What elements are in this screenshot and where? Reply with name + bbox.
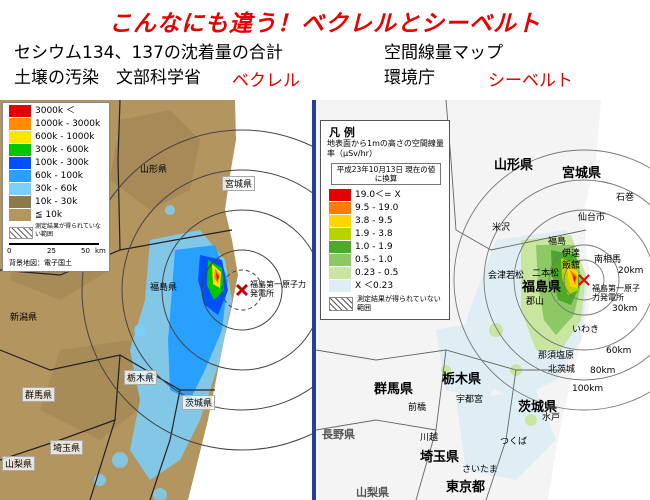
label-ibaraki-right: 茨城県 [518, 400, 558, 415]
legend-label: 600k - 1000k [35, 132, 95, 142]
label-saitama-left: 埼玉県 [50, 440, 84, 455]
page-title: こんなにも違う！ベクレルとシーベルト [109, 11, 541, 37]
label-miyagi-right: 宮城県 [562, 166, 602, 181]
legend-desc: 地表面から1mの高さの空間線量率（µSv/hr） [327, 139, 444, 158]
label-nihonmatsu: 二本松 [532, 269, 560, 279]
label-yamanashi-left: 山梨県 [2, 456, 36, 471]
legend-label: 60k - 100k [35, 171, 84, 181]
legend-label: 3.8 - 9.5 [355, 216, 393, 226]
legend-label: 10k - 30k [35, 197, 78, 207]
label-koriyama: 郡山 [526, 297, 545, 307]
air-dose-map: 凡 例 地表面から1mの高さの空間線量率（µSv/hr） 平成23年10月13日… [316, 100, 650, 500]
legend-title: 凡 例 [329, 126, 355, 139]
hatch-note-right: 測定結果が得られていない範囲 [357, 295, 441, 312]
label-kawagoe: 川越 [420, 433, 439, 443]
label-saitama-city: さいたま [462, 465, 498, 475]
label-niigata-left: 新潟県 [10, 313, 38, 323]
label-plant-left: 福島第一原子力発電所 [250, 280, 306, 298]
label-iitate: 飯舘 [562, 261, 581, 271]
hatch-note-left: 測定結果が得られていない範囲 [35, 223, 101, 238]
label-iwaki: いわき [572, 325, 600, 335]
legend-label: 9.5 - 19.0 [355, 203, 399, 213]
basemap-note: 背景地図：電子国土 [9, 259, 72, 267]
left-unit-label: ベクレル [232, 71, 300, 91]
label-fukushima-city: 福島 [548, 237, 567, 247]
panel-divider [312, 100, 316, 500]
left-map-drawing [0, 100, 312, 500]
label-ishinomaki: 石巻 [616, 193, 635, 203]
label-yamanashi-right: 山梨県 [356, 486, 389, 499]
label-nagano-right: 長野県 [322, 428, 355, 441]
hatch-swatch-left [9, 227, 33, 239]
legend-label: 3000k ＜ [35, 106, 75, 116]
label-tochigi-left: 栃木県 [124, 370, 158, 385]
label-yonezawa: 米沢 [492, 223, 511, 233]
hatch-swatch-right [329, 297, 353, 311]
right-legend: 凡 例 地表面から1mの高さの空間線量率（µSv/hr） 平成23年10月13日… [320, 120, 450, 320]
label-yamagata-right: 山形県 [494, 158, 534, 173]
label-maebashi: 前橋 [408, 403, 427, 413]
label-sendai: 仙台市 [578, 213, 606, 223]
plant-marker-right [578, 274, 590, 286]
legend-label: 1000k - 3000k [35, 119, 101, 129]
plant-marker-left [235, 283, 249, 297]
label-fukushima-right: 福島県 [522, 280, 562, 295]
label-gunma-left: 群馬県 [22, 387, 56, 402]
label-miyagi-left: 宮城県 [222, 176, 256, 191]
legend-label: 19.0＜= X [355, 190, 401, 200]
legend-label: km [95, 247, 106, 255]
legend-label: 300k - 600k [35, 145, 89, 155]
ring-label-100: 100km [572, 384, 604, 394]
legend-label: X ＜0.23 [355, 281, 394, 291]
ring-label-20: 20km [618, 266, 644, 276]
label-ibaraki-left: 茨城県 [182, 395, 216, 410]
legend-label: ≦ 10k [35, 210, 63, 220]
legend-label: 1.0 - 1.9 [355, 242, 393, 252]
label-aizu: 会津若松 [488, 271, 525, 281]
legend-label: 0 [7, 247, 12, 255]
label-gunma-right: 群馬県 [374, 382, 414, 397]
scale-bar [9, 243, 99, 245]
sea-area [188, 100, 312, 500]
right-header-line1: 空間線量マップ [384, 43, 503, 63]
label-tochigi-right: 栃木県 [442, 372, 482, 387]
left-header-line1: セシウム134、137の沈着量の合計 [14, 43, 283, 63]
legend-label: 0.5 - 1.0 [355, 255, 393, 265]
right-unit-label: シーベルト [488, 71, 573, 91]
legend-label: 0.23 - 0.5 [355, 268, 399, 278]
legend-label: 30k - 60k [35, 184, 78, 194]
left-header-line2: 土壌の汚染 文部科学省 [14, 68, 201, 88]
label-fukushima-left: 福島県 [150, 283, 178, 293]
label-saitama-right: 埼玉県 [420, 450, 460, 465]
legend-label: 1.9 - 3.8 [355, 229, 393, 239]
label-tsukuba: つくば [500, 437, 528, 447]
label-tokyo-right: 東京都 [446, 480, 486, 495]
label-minamisoma: 南相馬 [594, 255, 622, 265]
ring-label-30: 30km [612, 304, 638, 314]
ring-label-80: 80km [590, 366, 616, 376]
label-yamagata-left: 山形県 [140, 165, 168, 175]
label-kitaibaraki: 北茨城 [548, 365, 576, 375]
legend-date: 平成23年10月13日 現在の値に換算 [331, 163, 441, 185]
label-plant-right: 福島第一原子力発電所 [592, 284, 640, 302]
label-utsunomiya: 宇都宮 [456, 395, 484, 405]
legend-label: 50 [81, 247, 90, 255]
ring-label-60: 60km [606, 346, 632, 356]
legend-label: 25 [47, 247, 56, 255]
label-mito: 水戸 [542, 413, 561, 423]
sea-area-right [548, 100, 650, 500]
legend-label: 100k - 300k [35, 158, 89, 168]
right-header-line2: 環境庁 [384, 68, 435, 88]
soil-contamination-map: 3000k ＜ 1000k - 3000k 600k - 1000k 300k … [0, 100, 312, 500]
left-legend: 3000k ＜ 1000k - 3000k 600k - 1000k 300k … [2, 102, 110, 272]
right-map-drawing [316, 100, 650, 500]
label-nasu: 那須塩原 [538, 351, 575, 361]
label-date: 伊達 [562, 249, 581, 259]
